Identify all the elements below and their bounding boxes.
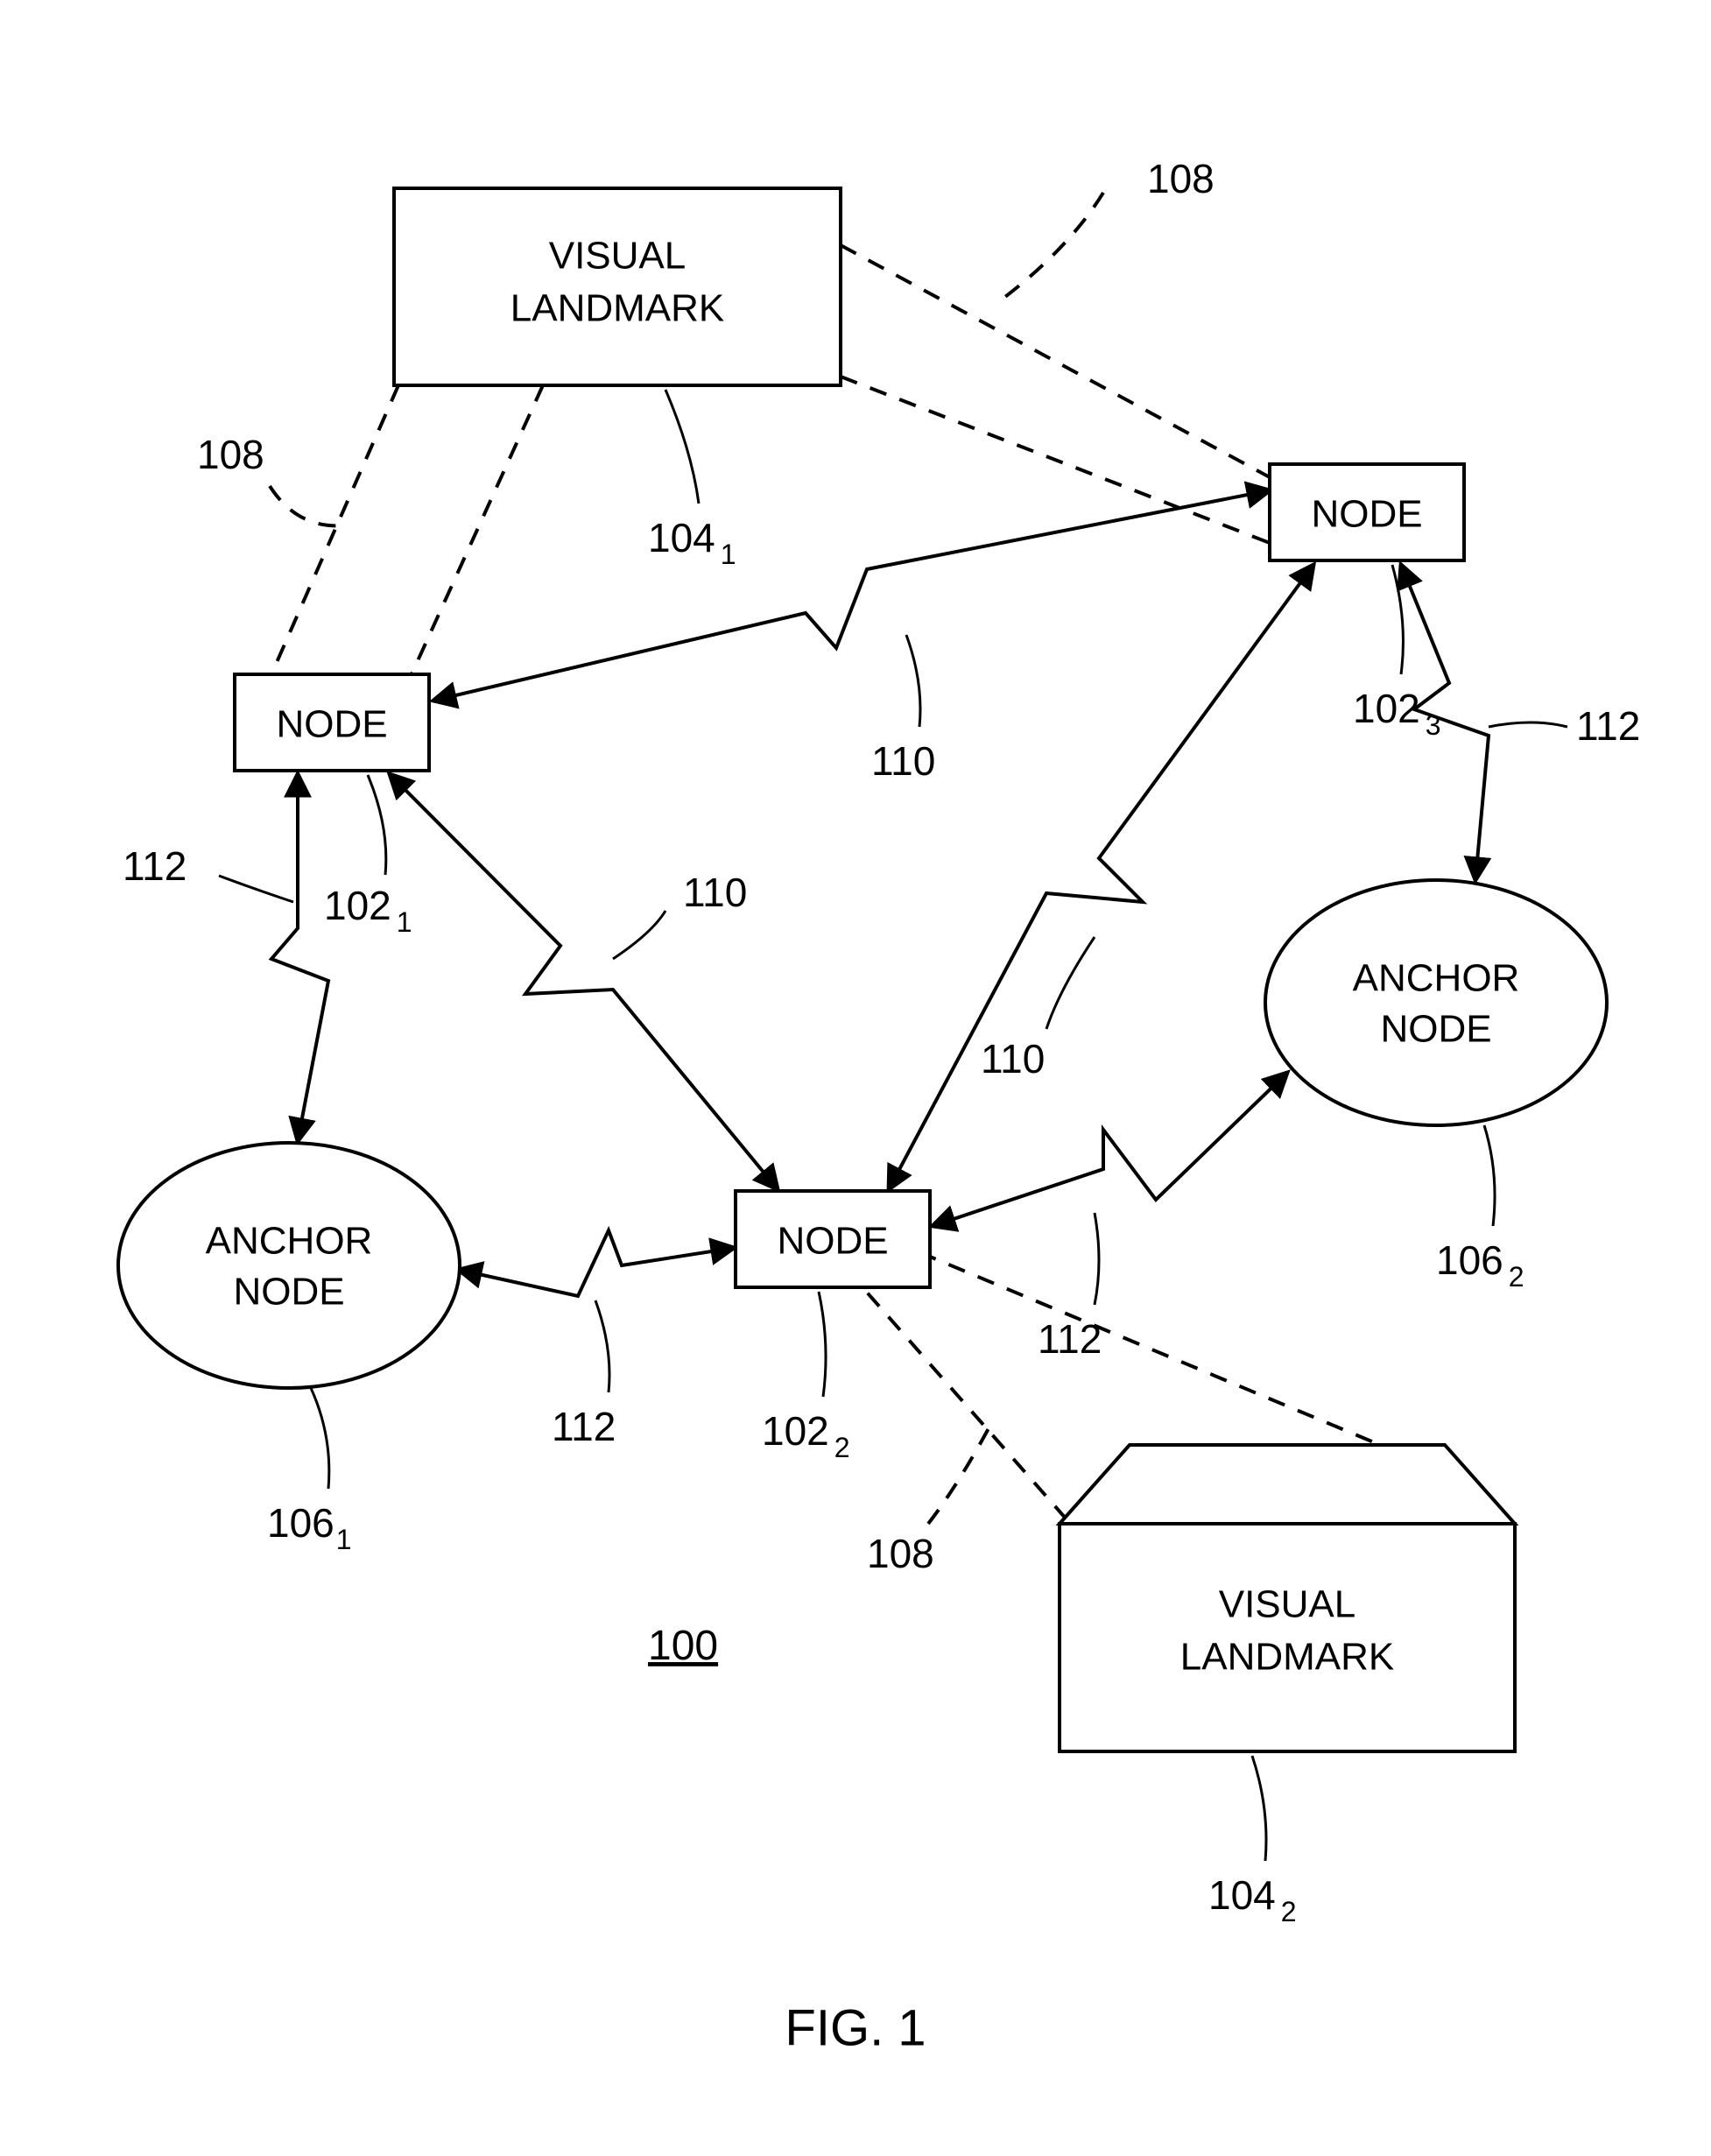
- ref-leader: [368, 775, 386, 875]
- ref-102-2: 1022: [762, 1408, 850, 1463]
- ref-106-1: 1061: [267, 1500, 352, 1555]
- anchor-2-label-top: ANCHOR: [1353, 957, 1520, 1000]
- anchor-1-label-top: ANCHOR: [206, 1220, 373, 1263]
- ref-106-2: 1062: [1436, 1237, 1524, 1293]
- ref-leader: [613, 911, 665, 959]
- ref-108b: 108: [1147, 156, 1215, 201]
- ref-112b: 112: [552, 1404, 616, 1449]
- ref-112d: 112: [1576, 703, 1640, 749]
- ref-110b: 110: [683, 870, 747, 915]
- ref-102-3: 1023: [1353, 686, 1441, 741]
- anchor-2-label-bot: NODE: [1380, 1008, 1491, 1051]
- sight-line: [841, 377, 1270, 543]
- ref-leader: [1252, 1756, 1266, 1861]
- ref-110c: 110: [981, 1036, 1045, 1082]
- anchor-link: [459, 1230, 734, 1296]
- ref-leader: [1392, 565, 1403, 674]
- ref-112a: 112: [123, 843, 187, 889]
- anchor-node-1: [118, 1143, 460, 1388]
- ref-leader: [1095, 1213, 1099, 1305]
- ref-leader: [595, 1300, 609, 1392]
- vl1-label-top: VISUAL: [549, 235, 687, 278]
- ref-leader: [998, 193, 1103, 302]
- visual-landmark-2: VISUAL LANDMARK: [1060, 1445, 1515, 1751]
- anchor-1-label-bot: NODE: [233, 1271, 344, 1314]
- ref-leader: [311, 1388, 329, 1489]
- ref-leader: [819, 1292, 826, 1397]
- ref-leader: [1489, 722, 1567, 727]
- ref-110a: 110: [871, 738, 935, 784]
- ref-leader: [665, 390, 699, 504]
- sight-line: [930, 1257, 1401, 1454]
- ref-108c: 108: [867, 1531, 934, 1576]
- sight-line: [863, 1287, 1067, 1519]
- ref-108a: 108: [197, 432, 264, 477]
- node-1-label: NODE: [276, 703, 387, 746]
- figure-title: FIG. 1: [785, 1999, 926, 2056]
- vl2-label-bot: LANDMARK: [1180, 1636, 1395, 1679]
- node-link: [433, 490, 1270, 701]
- ref-leader: [270, 486, 346, 525]
- ref-leader: [1046, 937, 1095, 1029]
- node-link: [390, 774, 778, 1189]
- ref-112c: 112: [1038, 1316, 1102, 1362]
- node-3-label: NODE: [1311, 493, 1422, 536]
- anchor-link: [271, 774, 328, 1141]
- ref-104-2: 1042: [1208, 1872, 1297, 1927]
- ref-leader: [219, 876, 293, 902]
- ref-104-1: 1041: [648, 515, 736, 570]
- ref-leader: [1484, 1125, 1495, 1226]
- anchor-link: [933, 1073, 1287, 1226]
- vl1-label-bot: LANDMARK: [510, 287, 725, 330]
- figure-svg: VISUAL LANDMARK NODE NODE NODE ANCHOR NO…: [0, 0, 1711, 2156]
- node-link: [889, 565, 1313, 1189]
- node-2-label: NODE: [777, 1220, 888, 1263]
- system-id: 100: [648, 1623, 718, 1669]
- ref-102-1: 1021: [324, 883, 412, 938]
- ref-leader: [928, 1419, 994, 1524]
- vl2-label-top: VISUAL: [1219, 1583, 1356, 1626]
- sight-line: [841, 245, 1270, 477]
- sight-line: [271, 385, 398, 674]
- anchor-node-2: [1265, 880, 1607, 1125]
- ref-leader: [906, 635, 920, 727]
- sight-line: [412, 385, 543, 674]
